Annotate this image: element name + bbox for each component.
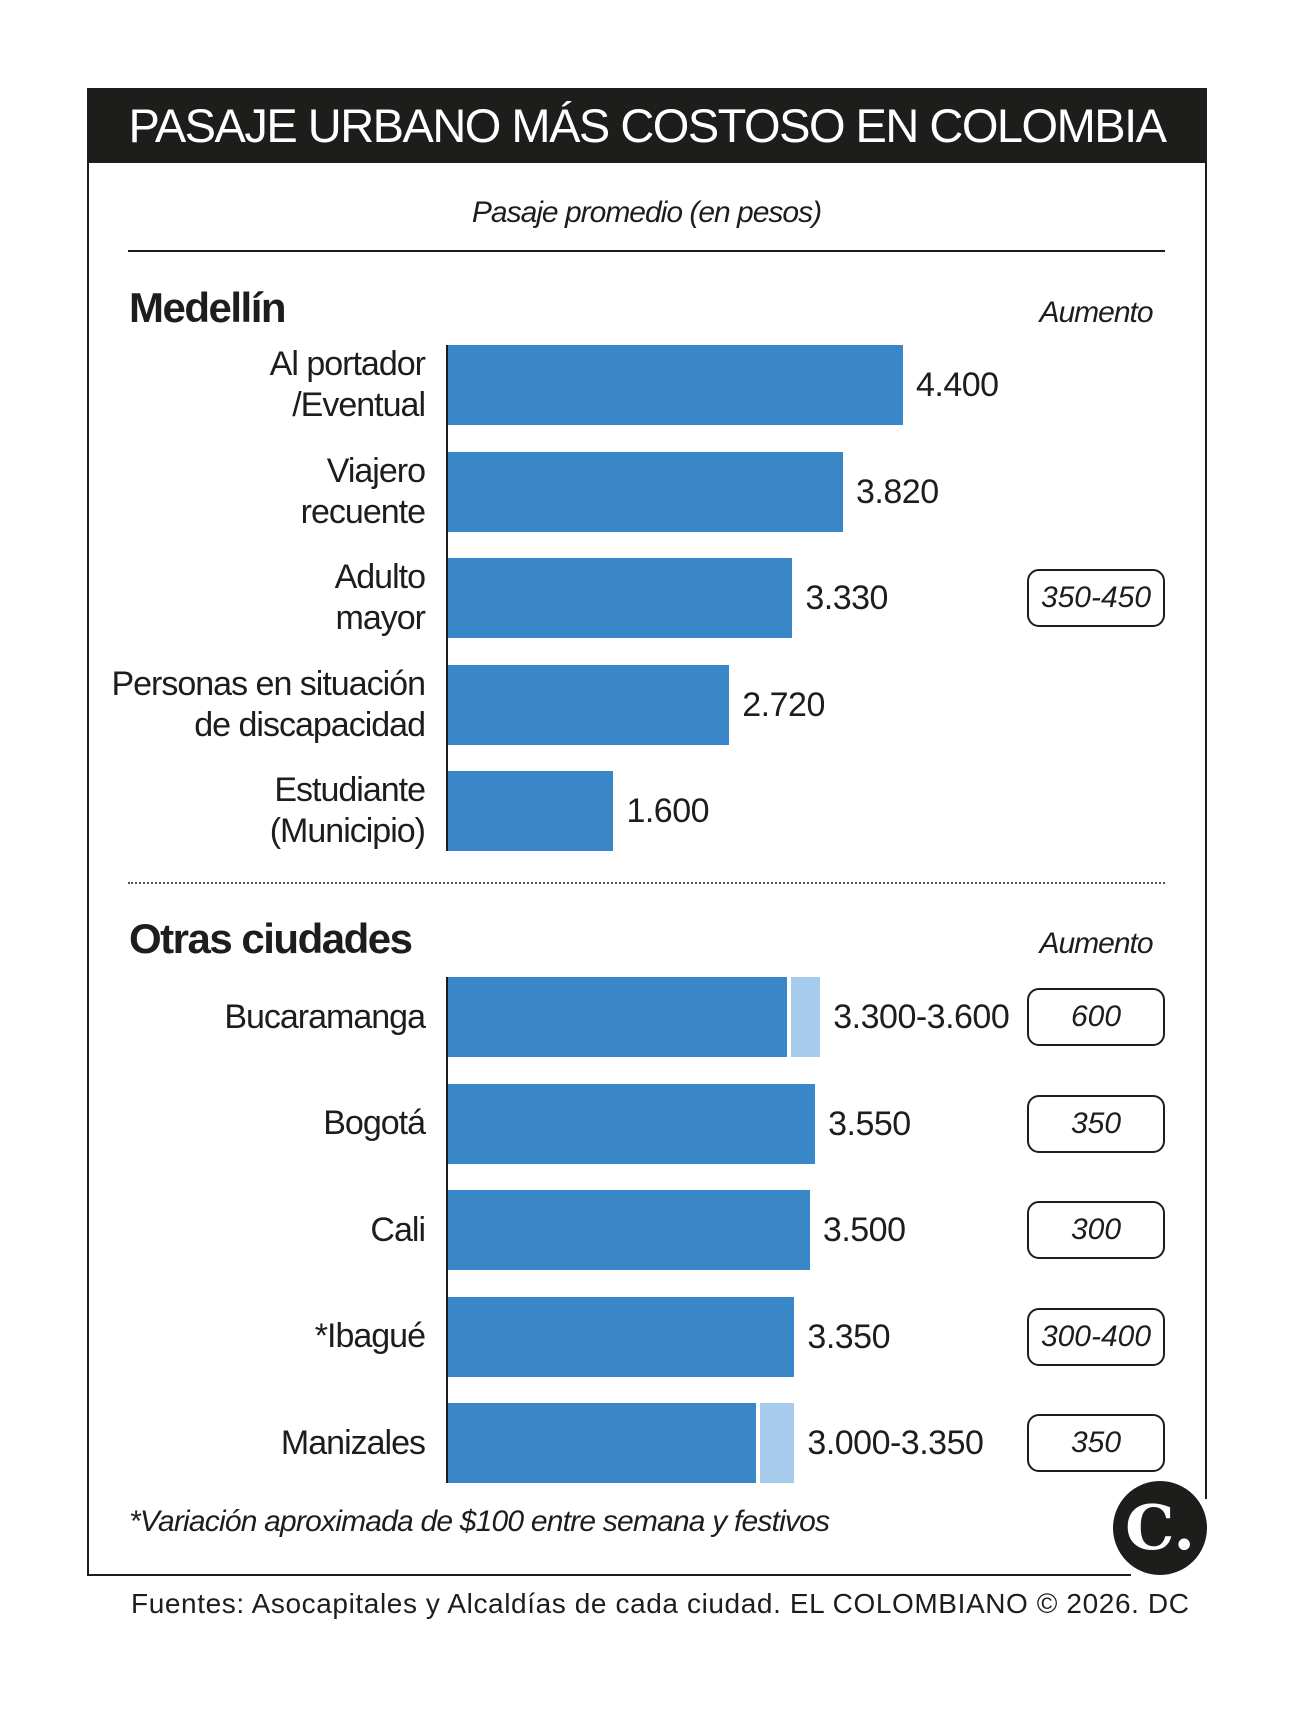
chart-axis: [446, 345, 448, 851]
increase-badge: 350: [1027, 1414, 1165, 1472]
value-label: 3.000-3.350: [807, 1424, 984, 1462]
category-label-line: de discapacidad: [194, 705, 426, 744]
chart-title: PASAJE URBANO MÁS COSTOSO EN COLOMBIA: [87, 88, 1207, 163]
value-label: 2.720: [742, 685, 825, 724]
category-label: Personas en situación de discapacidad: [111, 664, 426, 746]
increase-header: Aumento: [1039, 927, 1153, 960]
category-label-line: Bucaramanga: [224, 997, 426, 1036]
increase-header: Aumento: [1039, 296, 1153, 329]
bar-range: [791, 977, 821, 1057]
divider: [128, 250, 1165, 252]
bar: [448, 451, 844, 532]
bar: [448, 1296, 795, 1377]
frame-border-bottom: [87, 1574, 1131, 1576]
section-heading-otras-ciudades: Otras ciudades: [129, 915, 413, 962]
category-label: Bogotá: [323, 1103, 426, 1144]
value-label: 4.400: [916, 366, 999, 404]
bar-range: [760, 1403, 795, 1483]
category-label-line: mayor: [335, 599, 426, 637]
footnote: *Variación aproximada de $100 entre sema…: [129, 1505, 830, 1538]
category-label-line: recuente: [300, 492, 426, 531]
value-label: 3.330: [805, 579, 888, 617]
bar: [448, 664, 730, 745]
bar: [448, 558, 793, 638]
category-label-line: Cali: [370, 1210, 426, 1249]
chart-subtitle: Pasaje promedio (en pesos): [471, 196, 822, 229]
category-label: Al portador/Eventual: [269, 344, 426, 426]
category-label: Estudiante (Municipio): [269, 770, 426, 852]
category-label: Cali: [370, 1210, 426, 1251]
el-colombiano-logo: C.: [1113, 1481, 1207, 1575]
category-label: Manizales: [280, 1423, 426, 1464]
category-label-line: Manizales: [280, 1423, 426, 1462]
category-label-line: Viajero: [326, 451, 426, 490]
increase-badge: 300: [1027, 1201, 1165, 1259]
value-label: 3.820: [856, 472, 939, 511]
value-label: 1.600: [626, 792, 710, 830]
logo-letter: C.: [1125, 1491, 1195, 1564]
category-label-line: Personas en situación: [111, 664, 426, 703]
source-note: Fuentes: Asocapitales y Alcaldías de cad…: [131, 1588, 1190, 1619]
category-label-line: Bogotá: [323, 1104, 426, 1142]
category-label: Viajero recuente: [300, 451, 426, 533]
bar: [448, 1190, 810, 1270]
value-label: 3.350: [807, 1317, 890, 1356]
bar: [448, 345, 903, 425]
bar: [448, 1403, 757, 1483]
category-label-line: Adulto: [334, 558, 426, 596]
value-label: 3.300-3.600: [833, 998, 1010, 1036]
section-divider: [128, 882, 1165, 884]
chart-frame: [87, 88, 1207, 1576]
increase-badge: 350: [1027, 1094, 1165, 1153]
category-label: *Ibagué: [314, 1316, 426, 1357]
category-label-line: /Eventual: [292, 386, 426, 424]
bar: [448, 771, 614, 851]
bar: [448, 977, 788, 1057]
frame-border-right: [1205, 88, 1207, 1499]
category-label-line: (Municipio): [269, 812, 426, 850]
category-label: Bucaramanga: [224, 997, 426, 1038]
section-heading-medellin: Medellín: [129, 284, 287, 331]
category-label: Adulto mayor: [334, 557, 426, 639]
chart-axis: [446, 977, 448, 1483]
category-label-line: Al portador: [269, 345, 426, 383]
category-label-line: Estudiante: [274, 771, 426, 809]
category-label-line: *Ibagué: [314, 1317, 426, 1355]
increase-badge: 300-400: [1027, 1307, 1165, 1366]
bar: [448, 1083, 816, 1164]
value-label: 3.500: [822, 1211, 906, 1249]
increase-badge: 350-450: [1027, 569, 1165, 627]
value-label: 3.550: [828, 1104, 911, 1143]
increase-badge: 600: [1027, 988, 1165, 1046]
